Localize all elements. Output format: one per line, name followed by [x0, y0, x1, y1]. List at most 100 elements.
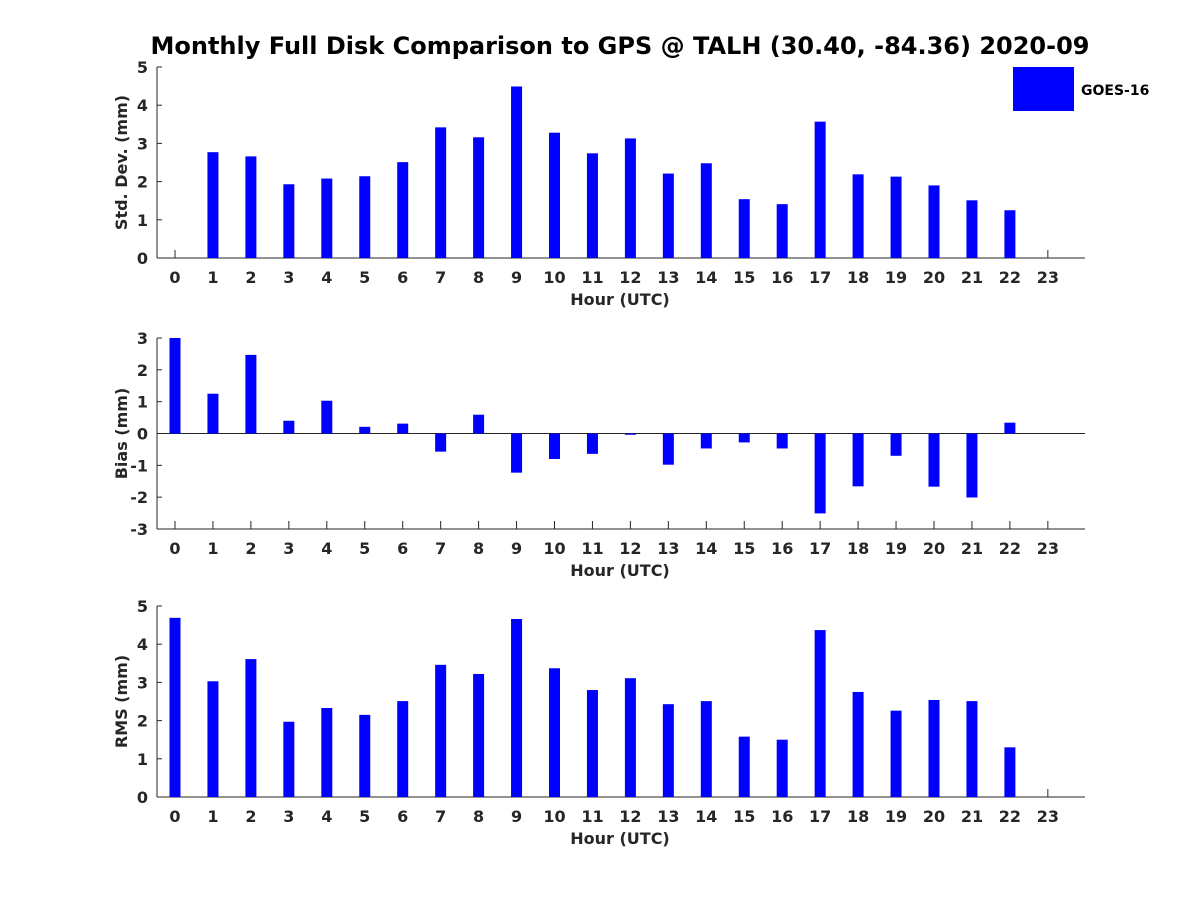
std-dev-y-tick-label: 3: [137, 134, 148, 153]
std-dev-x-tick-label: 23: [1037, 268, 1059, 287]
bias-bar: [814, 433, 826, 514]
std-dev-bar: [928, 185, 940, 258]
rms-x-tick-label: 3: [283, 807, 294, 826]
chart-title: Monthly Full Disk Comparison to GPS @ TA…: [151, 32, 1090, 60]
bias-y-tick-label: -1: [130, 456, 148, 475]
rms-bar: [321, 707, 333, 797]
bias-x-tick-label: 21: [961, 539, 983, 558]
std-dev-x-tick-label: 7: [435, 268, 446, 287]
std-dev-x-tick-label: 16: [771, 268, 793, 287]
bias-x-tick-label: 3: [283, 539, 294, 558]
rms-bar: [966, 701, 978, 797]
bias-x-tick-label: 20: [923, 539, 945, 558]
bias-bar: [700, 433, 712, 449]
bias-bar: [435, 433, 447, 452]
rms-y-tick-label: 5: [137, 597, 148, 616]
rms-x-tick-label: 8: [473, 807, 484, 826]
std-dev-x-tick-label: 0: [169, 268, 180, 287]
std-dev-y-tick-label: 4: [137, 96, 148, 115]
rms-x-axis-label: Hour (UTC): [570, 829, 670, 848]
rms-bar: [1004, 747, 1016, 797]
rms-bar: [776, 739, 788, 797]
std-dev-bar: [890, 176, 902, 258]
rms-y-tick-label: 0: [137, 788, 148, 807]
std-dev-bar: [966, 200, 978, 258]
rms-bar: [662, 704, 674, 797]
std-dev-y-tick-label: 1: [137, 211, 148, 230]
bias-y-tick-label: 0: [137, 425, 148, 444]
bias-bar: [890, 433, 902, 456]
rms-bar: [473, 673, 485, 797]
bias-x-axis-label: Hour (UTC): [570, 561, 670, 580]
rms-y-tick-label: 2: [137, 712, 148, 731]
bias-x-tick-label: 9: [511, 539, 522, 558]
std-dev-bar: [283, 184, 295, 258]
bias-bar: [776, 433, 788, 449]
rms-bar: [624, 678, 636, 797]
std-dev-x-tick-label: 17: [809, 268, 831, 287]
legend-label: GOES-16: [1081, 83, 1149, 99]
std-dev-x-tick-label: 21: [961, 268, 983, 287]
rms-x-tick-label: 21: [961, 807, 983, 826]
bias-y-tick-label: 2: [137, 361, 148, 380]
rms-y-tick-label: 3: [137, 673, 148, 692]
bias-x-tick-label: 6: [397, 539, 408, 558]
bias-bar: [1004, 422, 1016, 434]
rms-y-tick-label: 1: [137, 750, 148, 769]
rms-x-tick-label: 22: [999, 807, 1021, 826]
rms-bar: [852, 691, 864, 797]
rms-x-tick-label: 1: [207, 807, 218, 826]
std-dev-bar: [207, 152, 219, 258]
rms-x-tick-label: 14: [695, 807, 717, 826]
bias-x-tick-label: 2: [245, 539, 256, 558]
rms-bar: [283, 721, 295, 797]
std-dev-bar: [359, 176, 371, 258]
std-dev-y-tick-label: 5: [137, 58, 148, 77]
bias-bar: [852, 433, 864, 487]
legend-swatch: [1013, 67, 1074, 111]
std-dev-bar: [738, 199, 750, 258]
bias-x-tick-label: 15: [733, 539, 755, 558]
rms-x-tick-label: 7: [435, 807, 446, 826]
bias-y-tick-label: -2: [130, 488, 148, 507]
rms-x-tick-label: 5: [359, 807, 370, 826]
std-dev-x-tick-label: 4: [321, 268, 332, 287]
bias-bar: [473, 414, 485, 434]
rms-bar: [890, 710, 902, 797]
rms-x-tick-label: 6: [397, 807, 408, 826]
bias-bar: [549, 433, 560, 459]
std-dev-bar: [1004, 210, 1016, 258]
std-dev-y-tick-label: 2: [137, 173, 148, 192]
rms-x-tick-label: 17: [809, 807, 831, 826]
std-dev-bar: [814, 121, 826, 258]
bias-bar: [283, 420, 295, 434]
bias-x-tick-label: 11: [581, 539, 603, 558]
std-dev-bar: [776, 204, 788, 258]
std-dev-x-tick-label: 6: [397, 268, 408, 287]
bias-x-tick-label: 18: [847, 539, 869, 558]
std-dev-x-tick-label: 5: [359, 268, 370, 287]
std-dev-x-tick-label: 15: [733, 268, 755, 287]
bias-y-tick-label: 1: [137, 393, 148, 412]
std-dev-bar: [245, 156, 257, 258]
bias-x-tick-label: 5: [359, 539, 370, 558]
bias-bar: [966, 433, 978, 498]
bias-bar: [245, 354, 257, 434]
std-dev-x-tick-label: 13: [657, 268, 679, 287]
std-dev-bar: [511, 86, 523, 259]
rms-x-tick-label: 13: [657, 807, 679, 826]
bias-x-tick-label: 13: [657, 539, 679, 558]
bias-bar: [321, 400, 333, 434]
bias-x-tick-label: 8: [473, 539, 484, 558]
std-dev-x-tick-label: 10: [543, 268, 565, 287]
rms-x-tick-label: 4: [321, 807, 332, 826]
rms-x-tick-label: 11: [581, 807, 603, 826]
bias-x-tick-label: 12: [619, 539, 641, 558]
rms-bar: [700, 701, 712, 797]
bias-x-tick-label: 0: [169, 539, 180, 558]
rms-x-tick-label: 19: [885, 807, 907, 826]
bias-bar: [397, 423, 409, 434]
rms-bar: [928, 699, 940, 797]
